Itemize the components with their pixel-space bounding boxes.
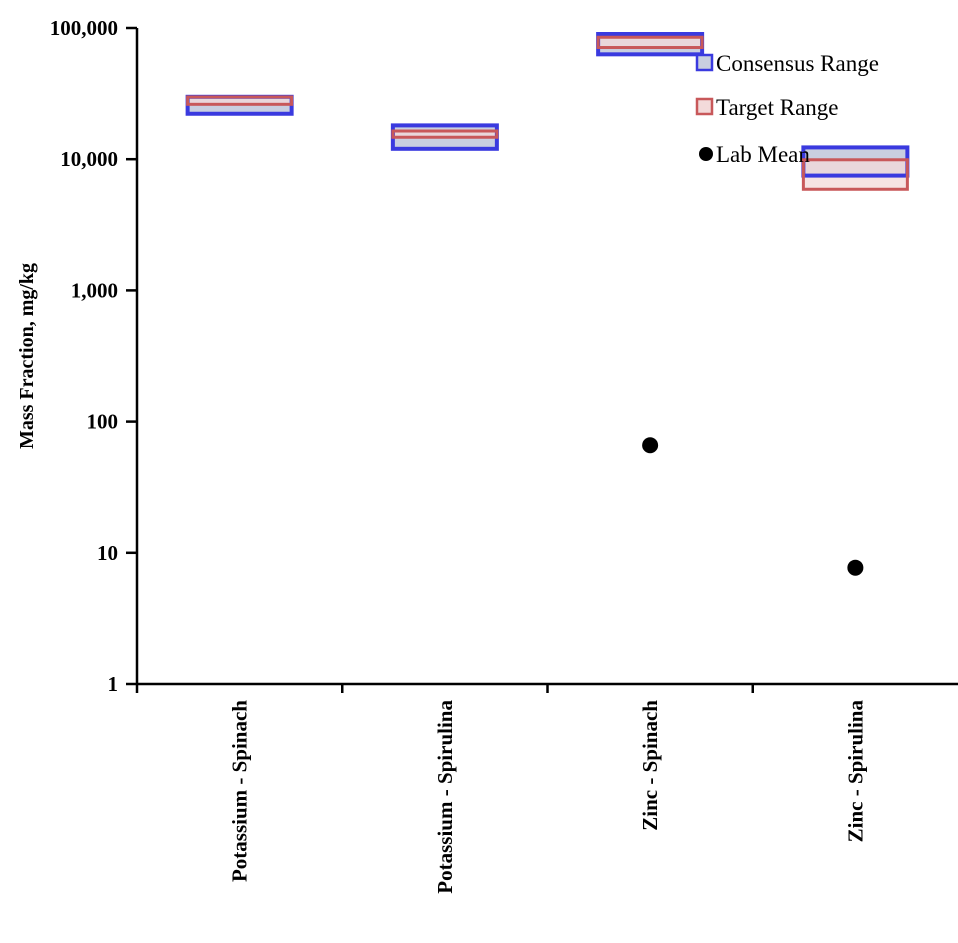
y-tick-label: 10 [97, 541, 118, 565]
range-boxes [185, 32, 910, 191]
target-range-box-zinc-spirulina [801, 158, 909, 191]
y-tick-label: 1,000 [71, 278, 118, 302]
x-axis-ticks: Potassium - Spinach Potassium - Spirulina… [135, 684, 867, 894]
y-tick-label: 100 [87, 410, 119, 434]
target-range-fill-potassium-spinach [187, 96, 292, 105]
category-label-potassium-spirulina: Potassium - Spirulina [433, 700, 457, 894]
y-tick-label: 100,000 [50, 16, 118, 40]
y-axis-title: Mass Fraction, mg/kg [16, 263, 38, 449]
category-label-zinc-spirulina: Zinc - Spirulina [843, 700, 867, 843]
legend-lab-mean-label: Lab Mean [716, 142, 810, 167]
target-range-fill-zinc-spinach [598, 37, 703, 48]
legend: Consensus Range Target Range Lab Mean [695, 51, 879, 167]
lab-mean-point-zinc-spinach [642, 437, 659, 454]
legend-target-swatch [695, 97, 714, 116]
legend-consensus-swatch [695, 53, 714, 72]
target-range-fill-potassium-spirulina [392, 131, 497, 138]
legend-lab-mean-marker [699, 147, 713, 161]
y-tick-label: 10,000 [60, 147, 118, 171]
legend-target-label: Target Range [716, 95, 839, 120]
y-axis-ticks: 1 10 100 1,000 10,000 100,000 [50, 16, 137, 696]
target-range-box-potassium-spirulina [391, 129, 499, 139]
category-label-zinc-spinach: Zinc - Spinach [638, 700, 662, 831]
lab-mean-point-zinc-spirulina [847, 559, 864, 576]
y-tick-label: 1 [108, 672, 119, 696]
target-range-box-zinc-spinach [596, 35, 704, 50]
legend-consensus-label: Consensus Range [716, 51, 879, 76]
lab-mean-points [642, 437, 864, 576]
category-label-potassium-spinach: Potassium - Spinach [228, 700, 252, 882]
target-range-box-potassium-spinach [186, 95, 294, 106]
